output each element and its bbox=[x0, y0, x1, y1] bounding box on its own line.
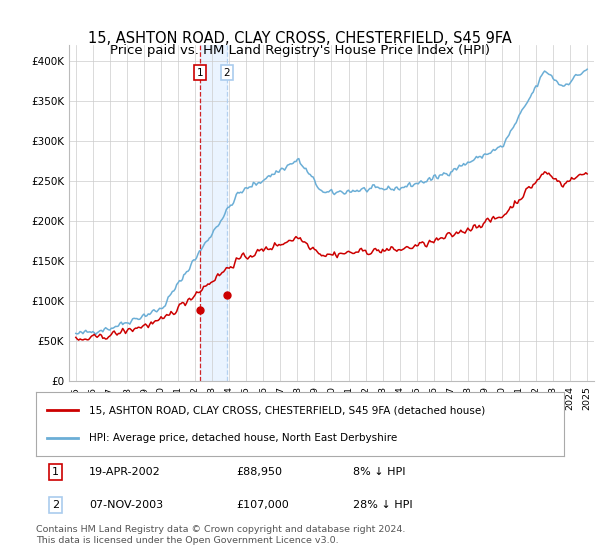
Text: 28% ↓ HPI: 28% ↓ HPI bbox=[353, 500, 412, 510]
Text: 19-APR-2002: 19-APR-2002 bbox=[89, 467, 161, 477]
Text: 2: 2 bbox=[223, 68, 230, 78]
Text: Contains HM Land Registry data © Crown copyright and database right 2024.
This d: Contains HM Land Registry data © Crown c… bbox=[36, 525, 406, 545]
Text: 1: 1 bbox=[52, 467, 59, 477]
Text: Price paid vs. HM Land Registry's House Price Index (HPI): Price paid vs. HM Land Registry's House … bbox=[110, 44, 490, 57]
Text: £88,950: £88,950 bbox=[236, 467, 283, 477]
Text: HPI: Average price, detached house, North East Derbyshire: HPI: Average price, detached house, Nort… bbox=[89, 433, 397, 444]
Text: 15, ASHTON ROAD, CLAY CROSS, CHESTERFIELD, S45 9FA: 15, ASHTON ROAD, CLAY CROSS, CHESTERFIEL… bbox=[88, 31, 512, 46]
Text: 15, ASHTON ROAD, CLAY CROSS, CHESTERFIELD, S45 9FA (detached house): 15, ASHTON ROAD, CLAY CROSS, CHESTERFIEL… bbox=[89, 405, 485, 415]
Text: 07-NOV-2003: 07-NOV-2003 bbox=[89, 500, 163, 510]
Bar bbox=[200, 45, 227, 381]
Text: 1: 1 bbox=[197, 68, 203, 78]
Text: 2: 2 bbox=[52, 500, 59, 510]
Text: £107,000: £107,000 bbox=[236, 500, 289, 510]
Text: 8% ↓ HPI: 8% ↓ HPI bbox=[353, 467, 406, 477]
